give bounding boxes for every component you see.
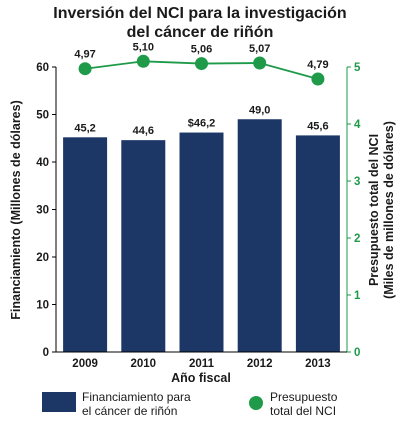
budget-point-2013 bbox=[311, 72, 325, 86]
bar-2009 bbox=[63, 137, 108, 352]
budget-point-2009 bbox=[78, 62, 92, 76]
y-axis-right-label-line-1: Presupuesto total del NCI bbox=[367, 134, 381, 286]
y-right-tick-label-1: 1 bbox=[354, 290, 361, 302]
bar-2010 bbox=[121, 140, 166, 352]
legend-label-bar-line-2: el cáncer de riñón bbox=[82, 404, 177, 418]
bar-value-label-2011: $46,2 bbox=[188, 118, 216, 130]
x-tick-label-2010: 2010 bbox=[131, 358, 157, 370]
chart-title-line-1: Inversión del NCI para la investigación bbox=[53, 5, 346, 22]
y-left-tick-label-0: 0 bbox=[43, 347, 49, 359]
y-right-tick-label-3: 3 bbox=[354, 176, 360, 188]
budget-point-2010 bbox=[136, 54, 150, 68]
x-tick-label-2013: 2013 bbox=[305, 358, 331, 370]
legend-marker-line bbox=[249, 396, 263, 410]
y-left-tick-label-10: 10 bbox=[36, 300, 49, 312]
y-left-tick-label-50: 50 bbox=[36, 110, 49, 122]
legend-label-line-line-1: Presupuesto bbox=[270, 390, 338, 404]
legend: Financiamiento para el cáncer de riñón P… bbox=[42, 390, 338, 418]
budget-value-label-2012: 5,07 bbox=[249, 43, 270, 55]
y-axis-right-label-line-2: (Miles de millones de dólares) bbox=[382, 121, 396, 299]
bar-value-label-2009: 45,2 bbox=[74, 122, 95, 134]
bar-value-label-2010: 44,6 bbox=[133, 125, 154, 137]
bar-2012 bbox=[237, 119, 282, 352]
budget-point-2012 bbox=[253, 56, 267, 70]
chart-title-line-2: del cáncer de riñón bbox=[127, 24, 274, 41]
legend-label-line-line-2: total del NCI bbox=[270, 404, 336, 418]
bar-value-label-2012: 49,0 bbox=[249, 104, 270, 116]
y-right-tick-label-5: 5 bbox=[354, 62, 361, 74]
legend-swatch-bar bbox=[42, 392, 76, 412]
x-tick-label-2012: 2012 bbox=[247, 358, 273, 370]
y-left-tick-label-60: 60 bbox=[36, 62, 49, 74]
budget-point-2011 bbox=[195, 57, 208, 71]
budget-value-label-2011: 5,06 bbox=[191, 44, 212, 56]
budget-value-label-2013: 4,79 bbox=[307, 59, 328, 71]
x-axis-label: Año fiscal bbox=[171, 371, 231, 385]
bar-2011 bbox=[179, 132, 224, 352]
bar-value-label-2013: 45,6 bbox=[307, 120, 328, 132]
y-right-tick-label-4: 4 bbox=[354, 119, 361, 131]
y-axis-left-label: Financiamiento (Millones de dólares) bbox=[9, 100, 23, 319]
budget-value-label-2010: 5,10 bbox=[133, 41, 154, 53]
y-left-tick-label-20: 20 bbox=[36, 252, 49, 264]
y-left-tick-label-40: 40 bbox=[36, 157, 49, 169]
x-tick-label-2009: 2009 bbox=[72, 358, 98, 370]
budget-value-label-2009: 4,97 bbox=[74, 49, 95, 61]
y-right-tick-label-2: 2 bbox=[354, 233, 360, 245]
bar-2013 bbox=[295, 135, 340, 352]
x-tick-label-2011: 2011 bbox=[189, 358, 215, 370]
plot-area: 45,2 44,6 $46,2 49,0 45,6 0 10 20 30 40 50 60 0 1 2 3 4 5… bbox=[36, 41, 361, 370]
legend-label-bar-line-1: Financiamiento para bbox=[82, 390, 191, 404]
y-left-tick-label-30: 30 bbox=[36, 205, 49, 217]
y-right-tick-label-0: 0 bbox=[354, 347, 360, 359]
